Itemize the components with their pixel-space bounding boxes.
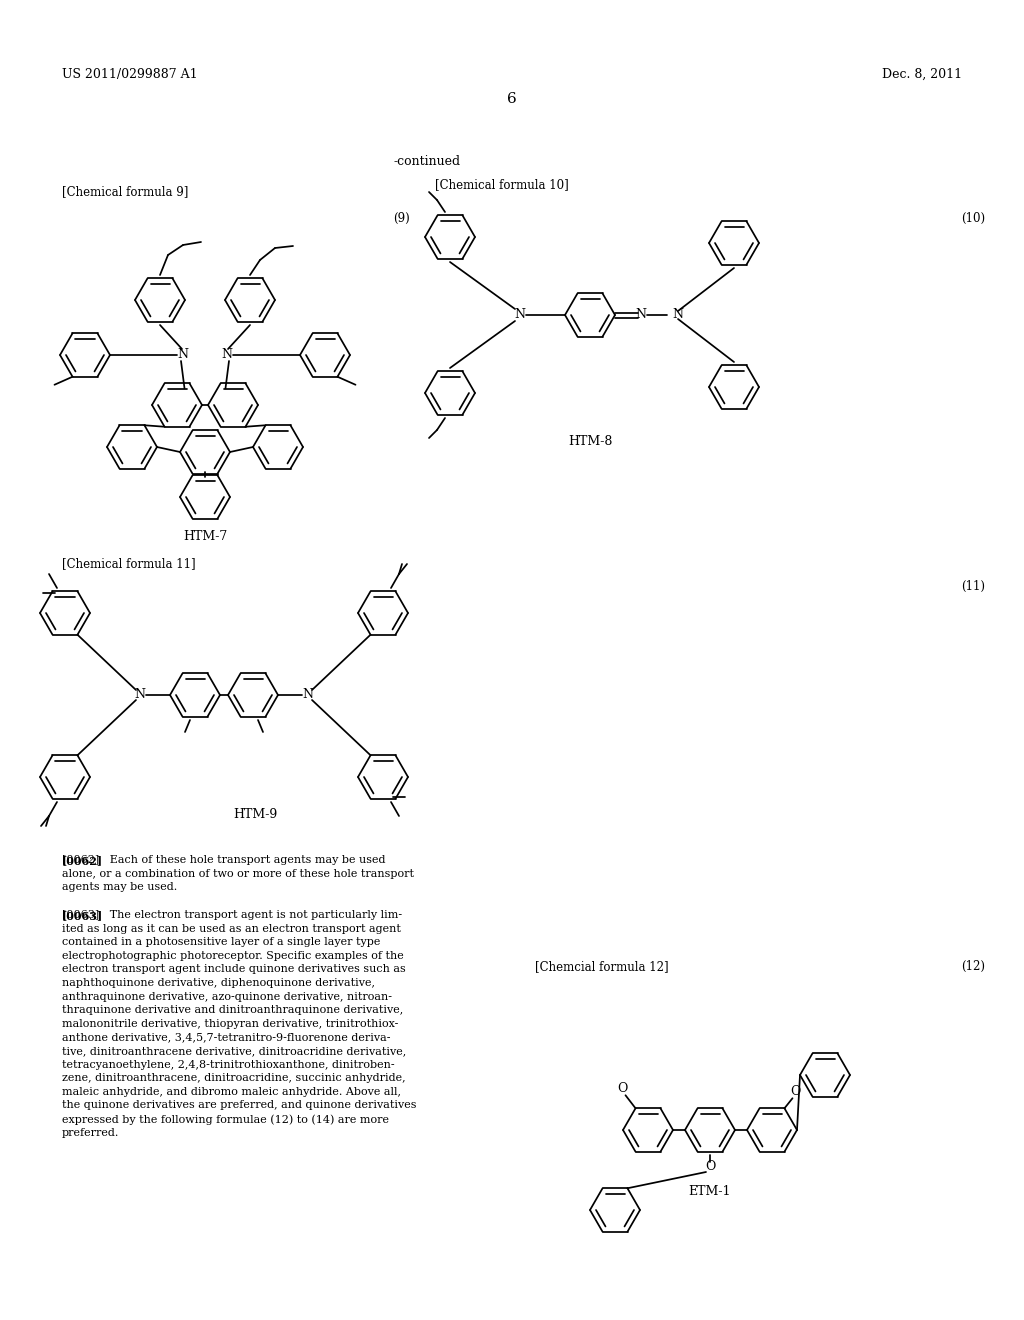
Text: N: N — [514, 309, 525, 322]
Text: [Chemcial formula 12]: [Chemcial formula 12] — [535, 960, 669, 973]
Text: [0062]   Each of these hole transport agents may be used
alone, or a combination: [0062] Each of these hole transport agen… — [62, 855, 414, 892]
Text: [Chemical formula 10]: [Chemical formula 10] — [435, 178, 568, 191]
Text: N: N — [177, 348, 188, 362]
Text: -continued: -continued — [393, 154, 460, 168]
Text: N: N — [221, 348, 232, 362]
Text: (10): (10) — [961, 213, 985, 224]
Text: HTM-7: HTM-7 — [183, 531, 227, 543]
Text: O: O — [705, 1160, 715, 1173]
Text: O: O — [791, 1085, 801, 1098]
Text: US 2011/0299887 A1: US 2011/0299887 A1 — [62, 69, 198, 81]
Text: (11): (11) — [961, 579, 985, 593]
Text: O: O — [617, 1082, 628, 1094]
Text: Dec. 8, 2011: Dec. 8, 2011 — [882, 69, 962, 81]
Text: ETM-1: ETM-1 — [689, 1185, 731, 1199]
Text: [0063]: [0063] — [62, 909, 103, 921]
Text: (9): (9) — [393, 213, 410, 224]
Text: [0063]   The electron transport agent is not particularly lim-
ited as long as i: [0063] The electron transport agent is n… — [62, 909, 417, 1138]
Text: (12): (12) — [961, 960, 985, 973]
Text: 6: 6 — [507, 92, 517, 106]
Text: [0062]: [0062] — [62, 855, 103, 866]
Text: [Chemical formula 9]: [Chemical formula 9] — [62, 185, 188, 198]
Text: [Chemical formula 11]: [Chemical formula 11] — [62, 557, 196, 570]
Text: HTM-9: HTM-9 — [232, 808, 278, 821]
Text: N: N — [672, 309, 683, 322]
Text: N: N — [636, 309, 646, 322]
Text: HTM-8: HTM-8 — [568, 436, 612, 447]
Text: N: N — [134, 689, 145, 701]
Text: N: N — [302, 689, 313, 701]
